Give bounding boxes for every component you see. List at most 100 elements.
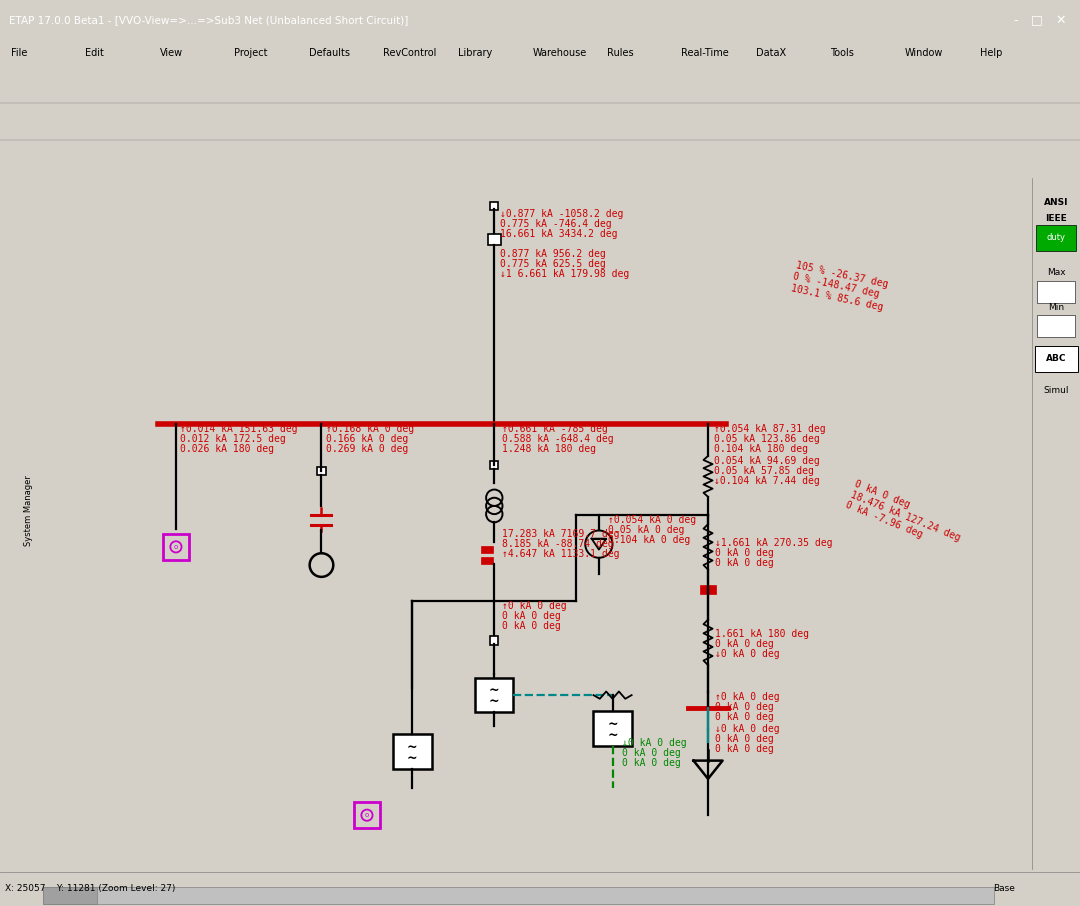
Text: ~: ~ xyxy=(607,718,618,731)
Text: 8.185 kA -88.74 deg: 8.185 kA -88.74 deg xyxy=(501,539,613,549)
Text: 0 kA 0 deg: 0 kA 0 deg xyxy=(715,744,774,754)
Text: ↑0 kA 0 deg: ↑0 kA 0 deg xyxy=(715,692,780,702)
Text: ↑4.647 kA 1133.1 deg: ↑4.647 kA 1133.1 deg xyxy=(501,549,619,559)
Text: Edit: Edit xyxy=(85,48,104,58)
Text: ↑0.014 kA 151.63 deg: ↑0.014 kA 151.63 deg xyxy=(180,424,298,434)
Text: 0.775 kA 625.5 deg: 0.775 kA 625.5 deg xyxy=(500,259,606,269)
Text: Window: Window xyxy=(905,48,944,58)
Text: Help: Help xyxy=(980,48,1002,58)
Text: ↑0.054 kA 0 deg: ↑0.054 kA 0 deg xyxy=(608,515,697,525)
Text: 0 kA 0 deg: 0 kA 0 deg xyxy=(715,734,774,744)
Bar xyxy=(490,461,498,469)
Text: ↓1 6.661 kA 179.98 deg: ↓1 6.661 kA 179.98 deg xyxy=(500,269,629,279)
Text: 0.104 kA 180 deg: 0.104 kA 180 deg xyxy=(714,444,808,454)
Bar xyxy=(700,585,716,594)
Text: ↑0.661 kA -785 deg: ↑0.661 kA -785 deg xyxy=(501,424,607,434)
Text: ETAP 17.0.0 Beta1 - [VVO-View=>...=>Sub3 Net (Unbalanced Short Circuit)]: ETAP 17.0.0 Beta1 - [VVO-View=>...=>Sub3… xyxy=(9,15,408,25)
Text: Min: Min xyxy=(1049,303,1064,312)
Text: File: File xyxy=(11,48,27,58)
Text: 0 kA 0 deg: 0 kA 0 deg xyxy=(622,758,680,768)
Text: ↑0.054 kA 87.31 deg: ↑0.054 kA 87.31 deg xyxy=(714,424,825,434)
Text: Warehouse: Warehouse xyxy=(532,48,586,58)
Text: IEEE: IEEE xyxy=(1045,214,1067,223)
Text: ~: ~ xyxy=(489,684,500,697)
Bar xyxy=(1035,346,1078,372)
Bar xyxy=(481,557,492,564)
Text: 1.248 kA 180 deg: 1.248 kA 180 deg xyxy=(501,444,595,454)
Text: ↓1.661 kA 270.35 deg: ↓1.661 kA 270.35 deg xyxy=(715,538,833,548)
Text: RevControl: RevControl xyxy=(383,48,436,58)
Bar xyxy=(393,734,432,769)
Bar xyxy=(1037,281,1076,303)
Text: 0.05 kA 0 deg: 0.05 kA 0 deg xyxy=(608,525,685,535)
Text: ANSI: ANSI xyxy=(1044,198,1068,207)
Text: System Manager: System Manager xyxy=(24,475,32,545)
Bar xyxy=(490,202,498,210)
Text: 0 kA 0 deg: 0 kA 0 deg xyxy=(622,747,680,758)
Text: 17.283 kA 7169.7 deg: 17.283 kA 7169.7 deg xyxy=(501,529,619,539)
Text: 0 kA 0 deg: 0 kA 0 deg xyxy=(501,612,561,622)
Text: Max: Max xyxy=(1047,268,1066,277)
Text: Rules: Rules xyxy=(607,48,634,58)
Text: ~: ~ xyxy=(407,740,418,754)
Text: 0 kA 0 deg: 0 kA 0 deg xyxy=(715,712,774,722)
Text: 0.166 kA 0 deg: 0.166 kA 0 deg xyxy=(326,434,408,444)
Text: 105 % -26.37 deg
0 % -148.47 deg
103.1 % 85.6 deg: 105 % -26.37 deg 0 % -148.47 deg 103.1 %… xyxy=(789,260,889,313)
Text: View: View xyxy=(160,48,183,58)
Text: 0.05 kA 123.86 deg: 0.05 kA 123.86 deg xyxy=(714,434,820,444)
Bar xyxy=(163,535,189,560)
Text: ~: ~ xyxy=(607,728,618,742)
Text: Tools: Tools xyxy=(831,48,854,58)
Text: ↓0.104 kA 7.44 deg: ↓0.104 kA 7.44 deg xyxy=(714,476,820,486)
Bar xyxy=(318,467,325,476)
Text: Project: Project xyxy=(234,48,268,58)
Text: 0.877 kA 956.2 deg: 0.877 kA 956.2 deg xyxy=(500,249,606,259)
Bar xyxy=(43,887,994,904)
Text: DataX: DataX xyxy=(756,48,786,58)
Bar xyxy=(481,546,492,554)
Text: duty: duty xyxy=(1047,234,1066,243)
Bar xyxy=(1037,315,1076,337)
Text: 1.661 kA 180 deg: 1.661 kA 180 deg xyxy=(715,629,809,639)
Text: 0.775 kA -746.4 deg: 0.775 kA -746.4 deg xyxy=(500,219,611,229)
Text: 0 kA 0 deg: 0 kA 0 deg xyxy=(501,622,561,631)
Text: 16.661 kA 3434.2 deg: 16.661 kA 3434.2 deg xyxy=(500,229,618,239)
Bar xyxy=(1037,225,1076,251)
Bar xyxy=(593,711,632,746)
Text: 0.026 kA 180 deg: 0.026 kA 180 deg xyxy=(180,444,274,454)
Text: □: □ xyxy=(1031,14,1042,26)
Text: ✕: ✕ xyxy=(1055,14,1066,26)
Bar xyxy=(354,803,380,828)
Text: Defaults: Defaults xyxy=(309,48,350,58)
Text: 0.05 kA 57.85 deg: 0.05 kA 57.85 deg xyxy=(714,466,813,476)
Text: 0.054 kA 94.69 deg: 0.054 kA 94.69 deg xyxy=(714,456,820,466)
Text: Simul: Simul xyxy=(1043,386,1069,395)
Text: Real-Time: Real-Time xyxy=(681,48,729,58)
Bar xyxy=(490,636,498,645)
Text: 0 kA 0 deg: 0 kA 0 deg xyxy=(715,639,774,649)
Text: ABC: ABC xyxy=(1047,354,1066,363)
Text: ↑0.168 kA 0 deg: ↑0.168 kA 0 deg xyxy=(326,424,414,434)
Text: ~: ~ xyxy=(407,751,418,765)
Text: 0 kA 0 deg
18.476 kA 127.24 deg
0 kA -7.96 deg: 0 kA 0 deg 18.476 kA 127.24 deg 0 kA -7.… xyxy=(845,478,966,554)
Bar xyxy=(475,678,513,712)
Text: Library: Library xyxy=(458,48,492,58)
Text: ↑0 kA 0 deg: ↑0 kA 0 deg xyxy=(501,602,566,612)
Text: ↓0 kA 0 deg: ↓0 kA 0 deg xyxy=(715,724,780,734)
Text: 0.104 kA 0 deg: 0.104 kA 0 deg xyxy=(608,535,690,545)
Text: ~: ~ xyxy=(489,695,500,708)
Text: ↓0.877 kA -1058.2 deg: ↓0.877 kA -1058.2 deg xyxy=(500,209,623,219)
Text: o: o xyxy=(365,812,369,818)
Text: ↓0 kA 0 deg: ↓0 kA 0 deg xyxy=(715,649,780,659)
Text: 0 kA 0 deg: 0 kA 0 deg xyxy=(715,548,774,558)
Text: 0.588 kA -648.4 deg: 0.588 kA -648.4 deg xyxy=(501,434,613,444)
Text: 0 kA 0 deg: 0 kA 0 deg xyxy=(715,702,774,712)
Text: 0 kA 0 deg: 0 kA 0 deg xyxy=(715,558,774,568)
Bar xyxy=(488,234,501,245)
Text: 0.012 kA 172.5 deg: 0.012 kA 172.5 deg xyxy=(180,434,286,444)
Text: 0.269 kA 0 deg: 0.269 kA 0 deg xyxy=(326,444,408,454)
Text: -: - xyxy=(1013,14,1017,26)
Text: X: 25057    Y: 11281 (Zoom Level: 27): X: 25057 Y: 11281 (Zoom Level: 27) xyxy=(5,883,176,892)
Text: Base: Base xyxy=(994,883,1015,892)
Bar xyxy=(43,887,97,904)
